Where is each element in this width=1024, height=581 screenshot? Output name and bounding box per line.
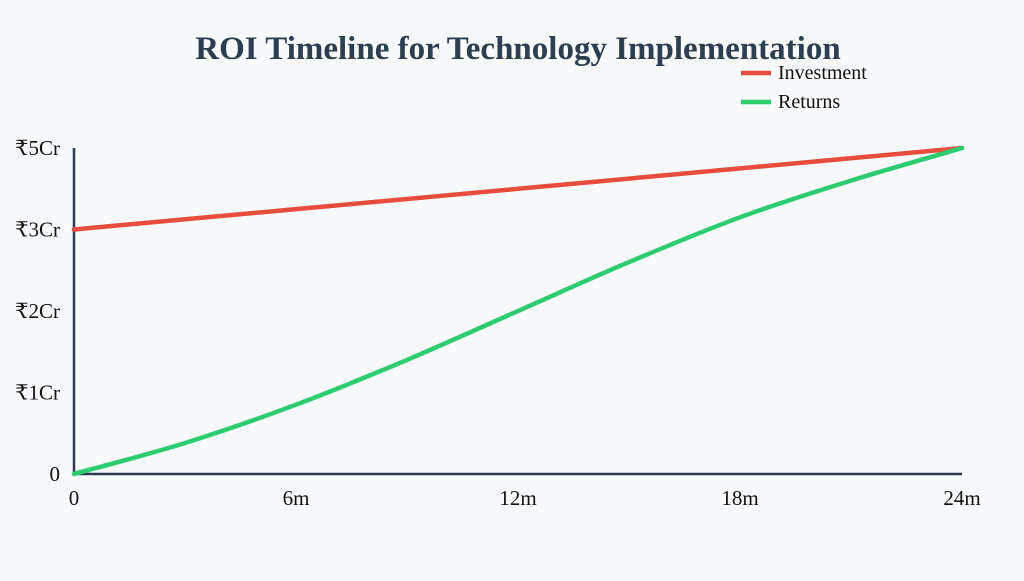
x-tick-label: 6m xyxy=(283,486,310,510)
x-tick-label: 0 xyxy=(69,486,80,510)
x-tick-label: 18m xyxy=(721,486,758,510)
legend: Investment Returns xyxy=(741,62,867,113)
y-tick-label: ₹2Cr xyxy=(15,299,60,323)
y-tick-label: ₹3Cr xyxy=(15,218,60,242)
axes xyxy=(72,148,962,476)
series-group xyxy=(71,145,965,477)
series-line-returns xyxy=(71,145,965,477)
series-line-investment xyxy=(71,145,965,232)
legend-label: Investment xyxy=(778,62,867,84)
x-tick-label: 24m xyxy=(943,486,980,510)
y-tick-label: ₹5Cr xyxy=(15,136,60,160)
legend-label: Returns xyxy=(778,91,840,113)
y-tick-label: 0 xyxy=(50,462,61,486)
chart-title: ROI Timeline for Technology Implementati… xyxy=(195,31,840,67)
y-tick-labels: 0 ₹1Cr ₹2Cr ₹3Cr ₹5Cr xyxy=(15,136,60,486)
x-tick-label: 12m xyxy=(499,486,536,510)
y-tick-label: ₹1Cr xyxy=(15,381,60,405)
x-tick-labels: 0 6m 12m 18m 24m xyxy=(69,486,981,510)
